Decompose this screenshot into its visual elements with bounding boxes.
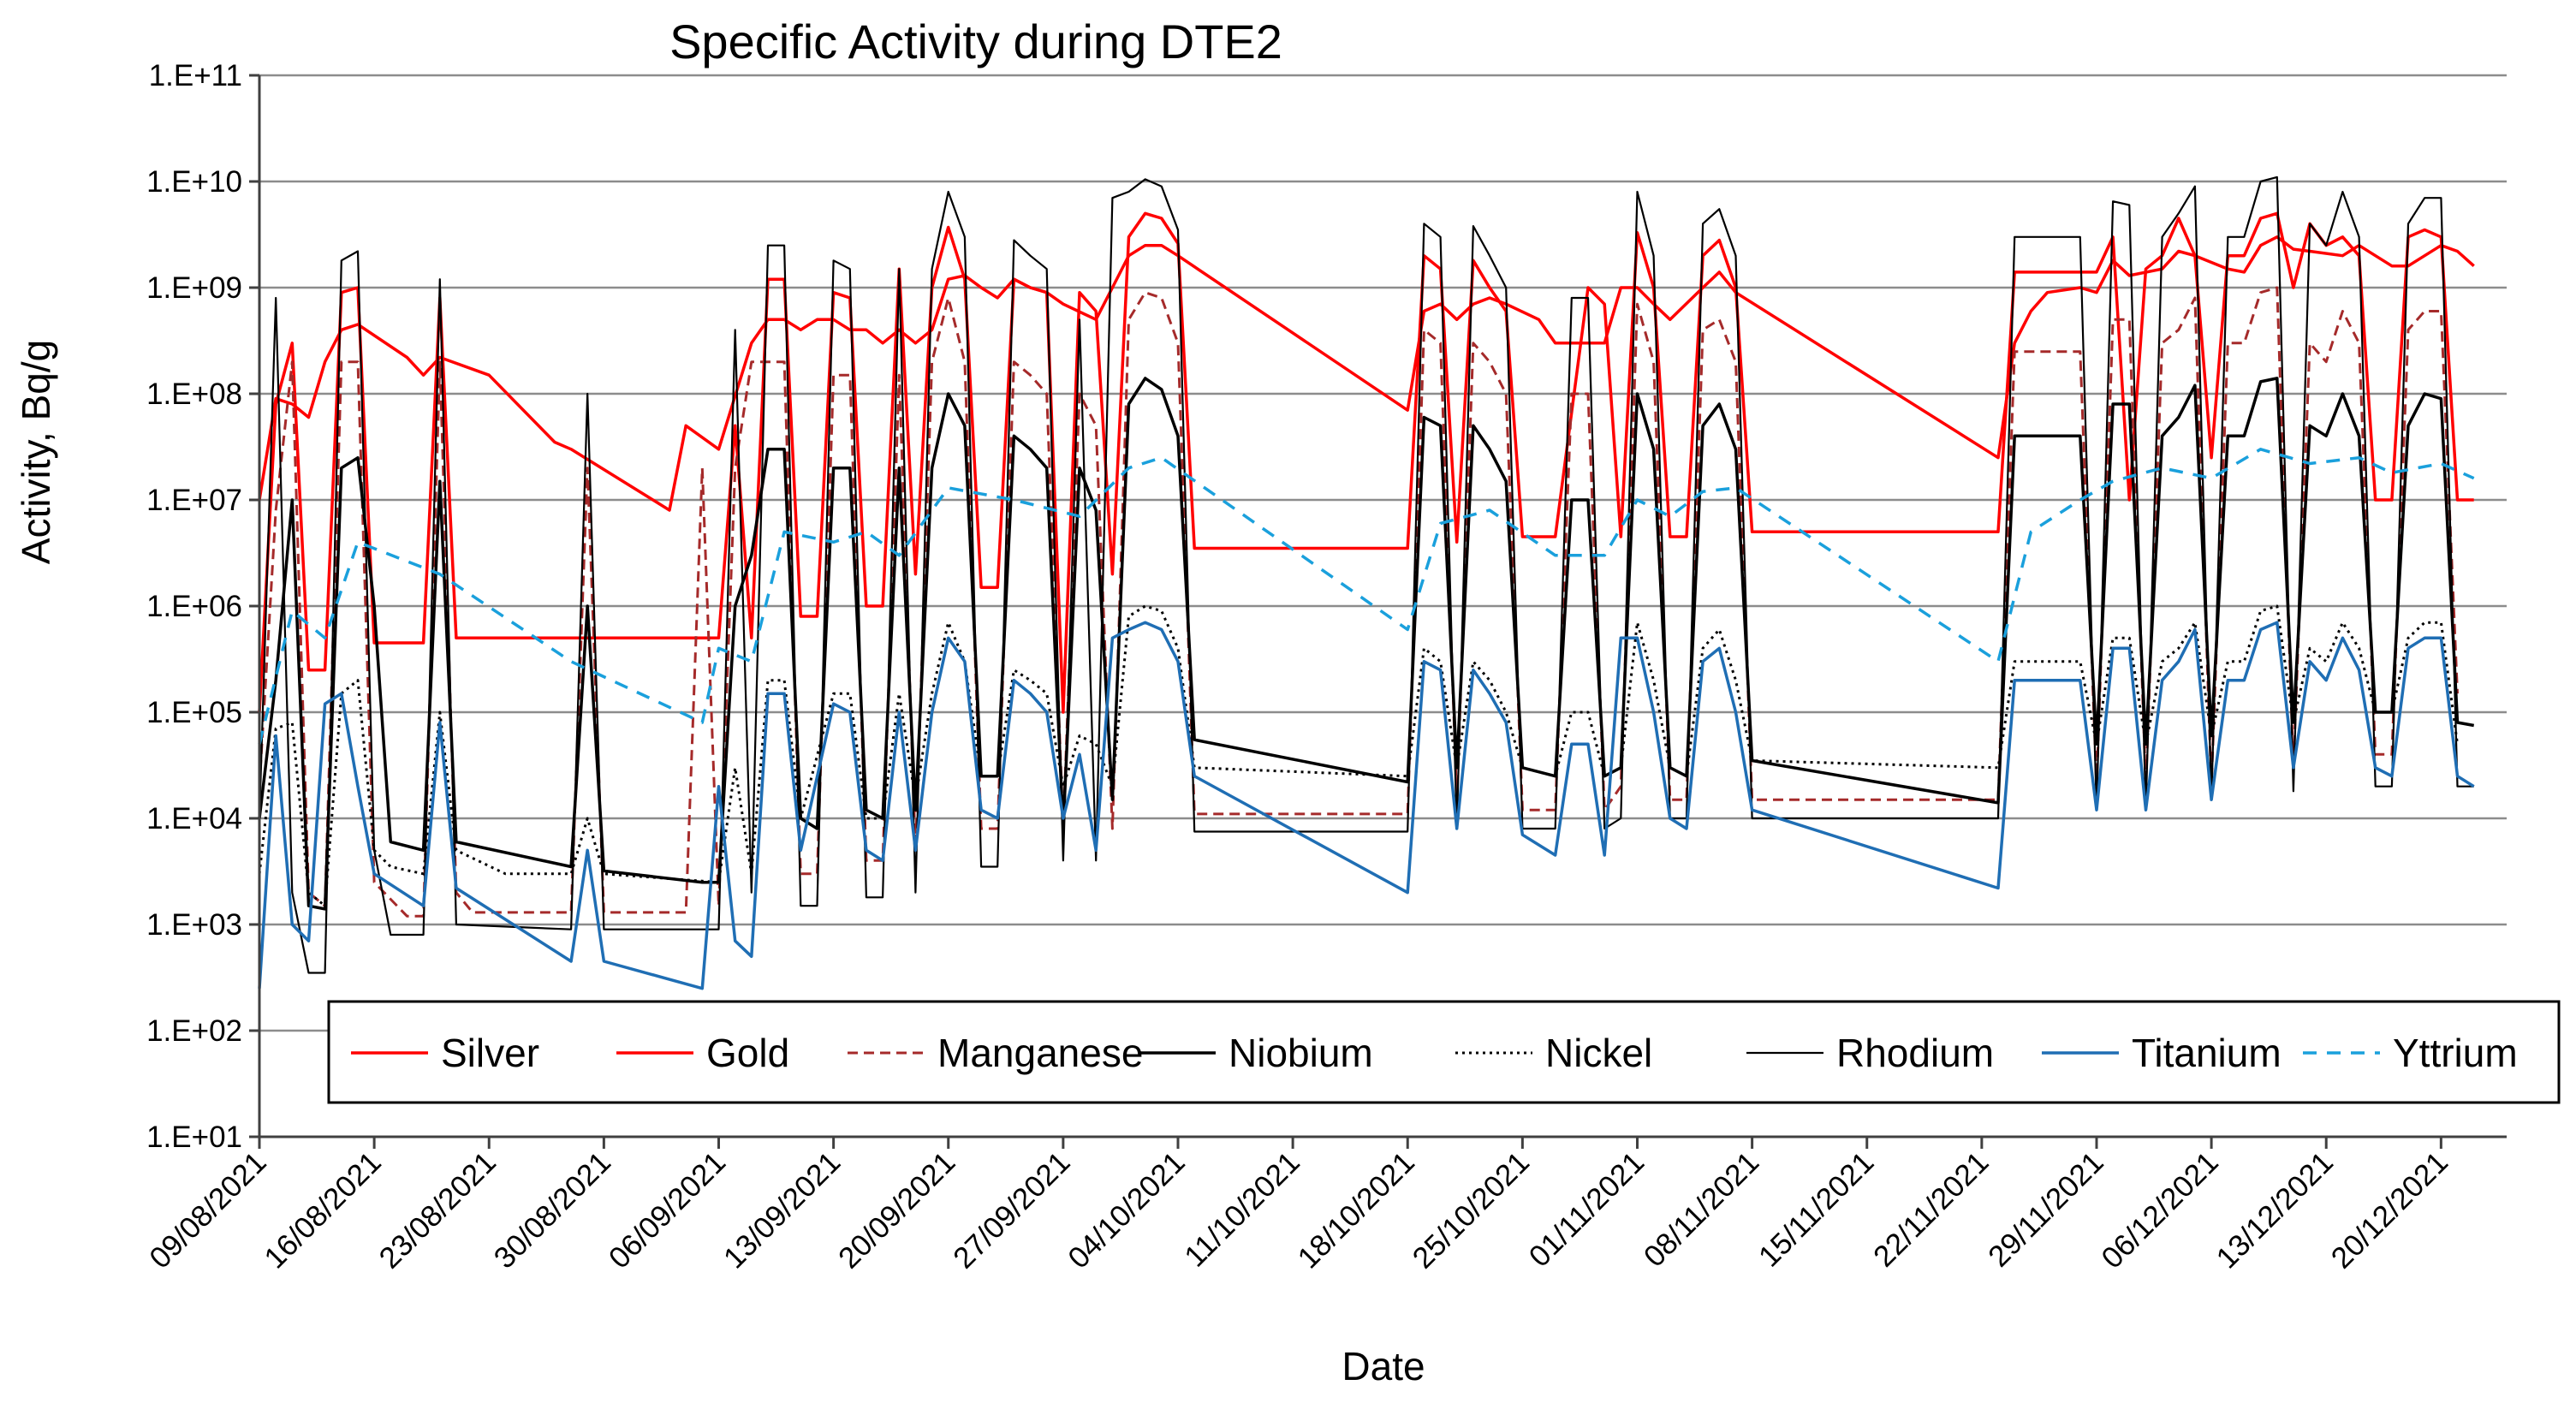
y-tick-labels: 1.E+01 1.E+02 1.E+03 1.E+04 1.E+05 1.E+06 1.E+… <box>146 59 259 1154</box>
x-axis-title: Date <box>1342 1344 1425 1388</box>
x-tick-label: 20/12/2021 <box>2325 1145 2454 1275</box>
x-tick-label: 06/09/2021 <box>603 1145 732 1275</box>
chart-title: Specific Activity during DTE2 <box>669 15 1282 68</box>
x-tick-label: 13/09/2021 <box>717 1145 847 1275</box>
series-line-yttrium <box>258 448 2475 745</box>
series-line-rhodium <box>258 175 2474 974</box>
y-tick-label: 1.E+11 <box>149 59 242 92</box>
legend-label-gold: Gold <box>706 1031 789 1075</box>
x-tick-label: 08/11/2021 <box>1638 1145 1766 1274</box>
series-line-manganese <box>258 286 2459 918</box>
x-tick-label: 25/10/2021 <box>1407 1145 1536 1275</box>
y-tick-label: 1.E+09 <box>146 271 242 305</box>
x-tick-label: 20/09/2021 <box>832 1145 961 1275</box>
x-tick-label: 06/12/2021 <box>2095 1145 2224 1275</box>
y-tick-label: 1.E+05 <box>146 696 242 729</box>
x-tick-label: 09/08/2021 <box>143 1145 272 1275</box>
legend-box <box>327 1000 2561 1104</box>
legend: Silver Gold Manganese Niobium Nickel Rhodium T… <box>327 1000 2561 1104</box>
x-tick-label: 18/10/2021 <box>1291 1145 1420 1275</box>
x-tick-label: 11/10/2021 <box>1178 1145 1306 1274</box>
series-line-silver <box>258 211 2474 714</box>
series-line-gold <box>258 235 2475 512</box>
x-tick-labels: 09/08/202116/08/202123/08/202130/08/2021… <box>143 1137 2454 1275</box>
x-tick-label: 15/11/2021 <box>1752 1145 1881 1274</box>
y-tick-label: 1.E+08 <box>146 378 242 411</box>
y-axis-title: Activity, Bq/g <box>14 340 58 564</box>
x-tick-label: 16/08/2021 <box>258 1145 387 1275</box>
y-tick-label: 1.E+07 <box>146 484 242 517</box>
x-tick-label: 30/08/2021 <box>488 1145 617 1275</box>
legend-label-niobium: Niobium <box>1229 1031 1373 1075</box>
legend-label-titanium: Titanium <box>2132 1031 2282 1075</box>
x-tick-label: 29/11/2021 <box>1982 1145 2110 1274</box>
y-tick-label: 1.E+10 <box>146 165 242 199</box>
y-tick-label: 1.E+06 <box>146 590 242 623</box>
series-line-nickel <box>258 604 2459 907</box>
x-tick-label: 01/11/2021 <box>1523 1145 1651 1274</box>
legend-label-nickel: Nickel <box>1545 1031 1652 1075</box>
y-tick-label: 1.E+03 <box>146 908 242 942</box>
y-tick-label: 1.E+04 <box>146 802 242 835</box>
plot-area <box>258 175 2475 990</box>
gridlines <box>259 74 2507 1032</box>
legend-label-silver: Silver <box>441 1031 539 1075</box>
y-tick-label: 1.E+02 <box>146 1014 242 1048</box>
y-tick-label: 1.E+01 <box>146 1121 242 1154</box>
legend-label-yttrium: Yttrium <box>2393 1031 2518 1075</box>
x-tick-label: 23/08/2021 <box>372 1145 502 1275</box>
series-lines <box>258 175 2475 990</box>
legend-label-manganese: Manganese <box>937 1031 1143 1075</box>
series-line-titanium <box>258 621 2475 990</box>
x-tick-label: 04/10/2021 <box>1062 1145 1191 1275</box>
x-tick-label: 22/11/2021 <box>1867 1145 1996 1274</box>
x-tick-label: 13/12/2021 <box>2210 1145 2339 1275</box>
x-tick-label: 27/09/2021 <box>947 1145 1076 1275</box>
legend-label-rhodium: Rhodium <box>1836 1031 1994 1075</box>
